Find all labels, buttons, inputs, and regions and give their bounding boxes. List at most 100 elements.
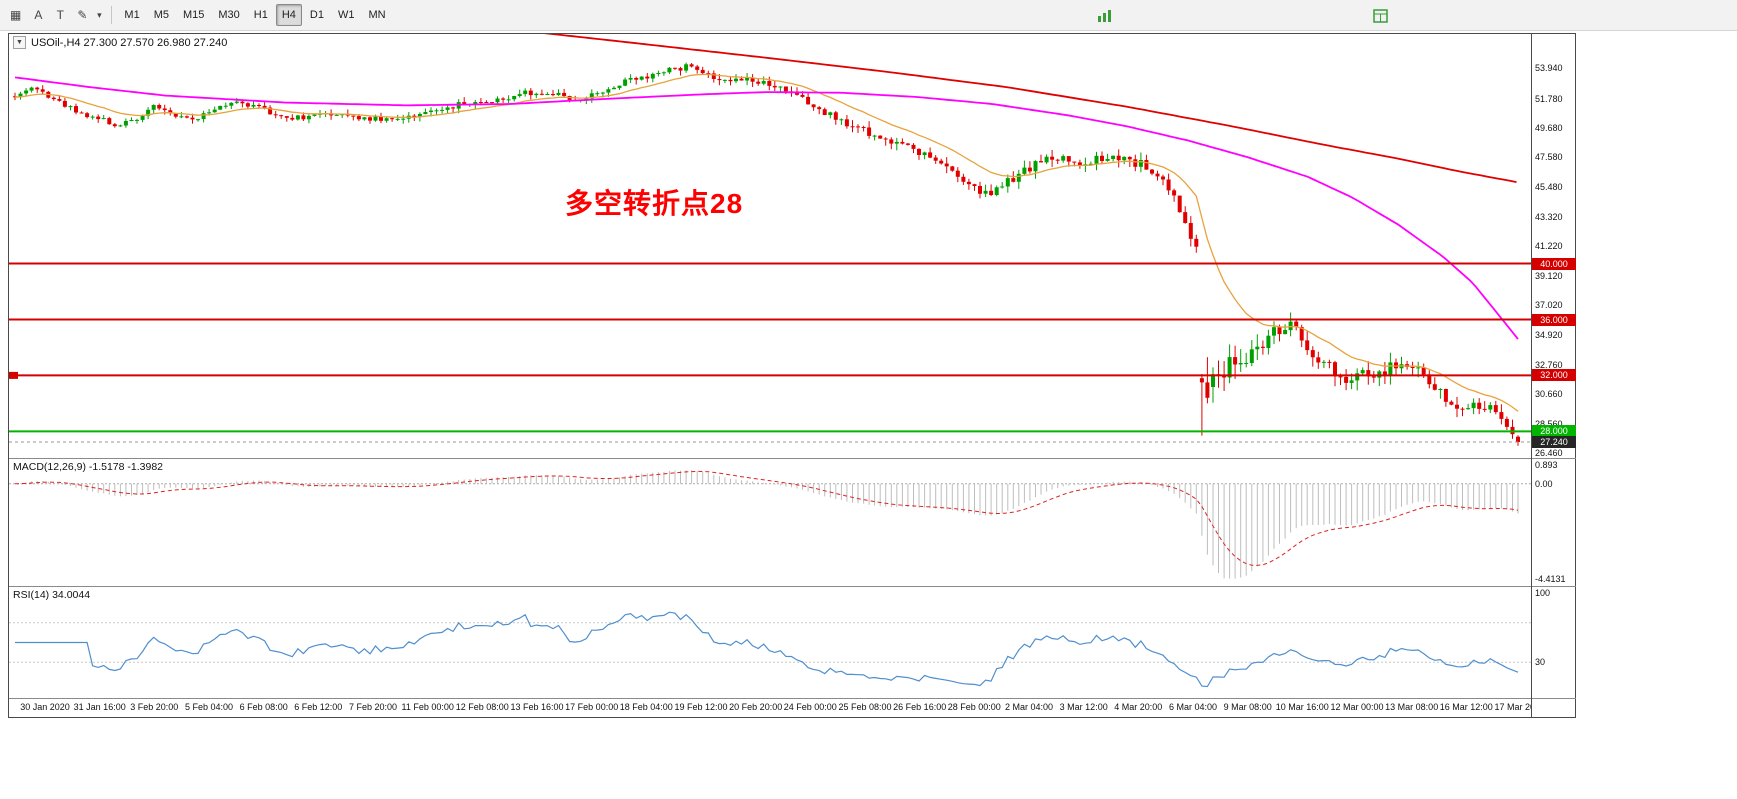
time-label: 3 Feb 20:00 xyxy=(130,702,179,712)
price-line-badge: 36.000 xyxy=(1532,313,1576,326)
ma-slow-line xyxy=(544,34,1517,183)
time-label: 19 Feb 12:00 xyxy=(674,702,728,712)
time-label: 7 Feb 20:00 xyxy=(348,702,398,712)
bar-chart-icon[interactable] xyxy=(1093,5,1117,27)
text-annotation-icon[interactable]: A xyxy=(34,8,43,22)
macd-signal-line xyxy=(14,470,1519,566)
top-toolbar: ▦ A T ✎ ▾ M1 M5 M15 M30 H1 H4 D1 W1 MN xyxy=(0,0,1737,31)
time-label: 4 Mar 20:00 xyxy=(1114,702,1163,712)
ma-fast-line xyxy=(14,73,1519,412)
draw-tool-icon[interactable]: ✎ xyxy=(77,8,88,22)
axis-panel-separator xyxy=(1532,458,1576,459)
time-label: 13 Feb 16:00 xyxy=(510,702,564,712)
price-tick: 53.940 xyxy=(1535,63,1563,74)
macd-chart-canvas[interactable] xyxy=(9,459,1531,586)
chart-title: ▼ USOil-,H4 27.300 27.570 26.980 27.240 xyxy=(13,36,227,49)
price-line-badge: 40.000 xyxy=(1532,257,1576,270)
time-label: 6 Feb 12:00 xyxy=(294,702,343,712)
rsi-tick: 100 xyxy=(1535,587,1551,598)
timeframe-D1[interactable]: D1 xyxy=(309,9,324,21)
price-chart-canvas[interactable] xyxy=(9,34,1531,458)
axis-panel-separator xyxy=(1532,698,1576,699)
timeframe-M5[interactable]: M5 xyxy=(153,9,169,21)
timeframe-MN[interactable]: MN xyxy=(368,9,386,21)
time-label: 31 Jan 16:00 xyxy=(73,702,126,712)
time-label: 6 Mar 04:00 xyxy=(1168,702,1218,712)
current-price-badge: 27.240 xyxy=(1532,436,1576,448)
h-line-anchor[interactable] xyxy=(9,371,18,379)
axis-panel-separator xyxy=(1532,586,1576,587)
rsi-panel[interactable]: RSI(14) 34.0044 xyxy=(9,587,1531,699)
time-label: 2 Mar 04:00 xyxy=(1004,702,1054,712)
time-label: 12 Feb 08:00 xyxy=(455,702,509,712)
report-grid-icon[interactable] xyxy=(1368,5,1392,27)
chart-window: ▼ USOil-,H4 27.300 27.570 26.980 27.240 … xyxy=(8,33,1576,718)
price-panel[interactable]: ▼ USOil-,H4 27.300 27.570 26.980 27.240 … xyxy=(9,34,1531,459)
price-tick: 47.580 xyxy=(1535,152,1563,163)
timeframe-M1[interactable]: M1 xyxy=(124,9,140,21)
chart-title-text: USOil-,H4 27.300 27.570 26.980 27.240 xyxy=(31,36,228,49)
macd-histogram xyxy=(20,470,1519,579)
candles xyxy=(13,62,1520,446)
plot-column: ▼ USOil-,H4 27.300 27.570 26.980 27.240 … xyxy=(9,34,1548,717)
timeframe-H1[interactable]: H1 xyxy=(253,9,268,21)
time-label: 3 Mar 12:00 xyxy=(1059,702,1108,712)
price-tick: 49.680 xyxy=(1535,123,1563,133)
time-label: 16 Mar 12:00 xyxy=(1439,702,1493,712)
timeframe-group: M1 M5 M15 M30 H1 H4 D1 W1 MN xyxy=(118,4,391,26)
text-tool-icon[interactable]: T xyxy=(56,8,65,22)
time-label: 10 Mar 16:00 xyxy=(1275,702,1329,712)
time-label: 5 Feb 04:00 xyxy=(184,702,234,712)
report-grid-icon-glyph xyxy=(1372,9,1388,23)
time-label: 26 Feb 16:00 xyxy=(893,702,947,712)
time-label: 20 Feb 20:00 xyxy=(729,702,783,712)
macd-title: MACD(12,26,9) -1.5178 -1.3982 xyxy=(13,461,163,473)
macd-tick: -4.4131 xyxy=(1535,573,1566,584)
time-label: 12 Mar 00:00 xyxy=(1330,702,1384,712)
time-label: 18 Feb 04:00 xyxy=(619,702,673,712)
rsi-line xyxy=(15,611,1519,688)
price-tick: 30.660 xyxy=(1535,389,1563,400)
price-tick: 37.020 xyxy=(1535,300,1563,311)
time-label: 11 Feb 00:00 xyxy=(401,702,454,712)
grid-icon[interactable]: ▦ xyxy=(10,8,22,22)
chart-annotation: 多空转折点28 xyxy=(565,188,744,219)
macd-tick: 0.893 xyxy=(1535,459,1558,470)
time-label: 25 Feb 08:00 xyxy=(838,702,892,712)
time-label: 9 Mar 08:00 xyxy=(1223,702,1272,712)
rsi-chart-canvas[interactable] xyxy=(9,587,1531,698)
price-tick: 41.220 xyxy=(1535,241,1563,252)
bar-chart-icon-glyph xyxy=(1098,10,1111,22)
time-label: 30 Jan 2020 xyxy=(20,702,70,712)
price-tick: 43.320 xyxy=(1535,212,1563,222)
price-tick: 28.560 xyxy=(1535,418,1563,429)
timeframe-M15[interactable]: M15 xyxy=(182,9,205,21)
price-tick: 39.120 xyxy=(1535,270,1563,281)
price-tick: 32.760 xyxy=(1535,359,1563,370)
rsi-title: RSI(14) 34.0044 xyxy=(13,589,91,601)
price-line-badge: 32.000 xyxy=(1532,369,1576,382)
time-label: 6 Feb 08:00 xyxy=(239,702,288,712)
price-tick: 26.460 xyxy=(1535,448,1563,458)
timeframe-W1[interactable]: W1 xyxy=(337,9,355,21)
time-label: 13 Mar 08:00 xyxy=(1385,702,1439,712)
time-axis[interactable]: 30 Jan 2020 31 Jan 16:00 3 Feb 20:00 5 Feb … xyxy=(9,699,1548,717)
price-tick: 51.780 xyxy=(1535,93,1563,104)
timeframe-H4[interactable]: H4 xyxy=(275,4,302,26)
price-line-badge: 28.000 xyxy=(1532,425,1576,438)
time-label: 28 Feb 00:00 xyxy=(947,702,1001,712)
timeframe-M30[interactable]: M30 xyxy=(218,9,240,21)
chevron-down-icon[interactable]: ▾ xyxy=(97,9,102,20)
rsi-tick: 30 xyxy=(1535,657,1546,668)
price-tick: 34.920 xyxy=(1535,329,1563,340)
macd-tick: 0.00 xyxy=(1535,478,1553,489)
time-label: 24 Feb 00:00 xyxy=(783,702,837,712)
time-label: 17 Feb 00:00 xyxy=(565,702,619,712)
time-label: 17 Mar 20:00 xyxy=(1494,702,1548,712)
collapse-icon[interactable]: ▼ xyxy=(13,36,26,49)
price-axis[interactable]: 53.940 51.780 49.680 47.580 45.480 43.320 41.2… xyxy=(1531,34,1576,717)
toolbar-separator xyxy=(111,6,113,24)
ma-mid-line xyxy=(14,76,1519,340)
price-tick: 45.480 xyxy=(1535,181,1563,192)
macd-panel[interactable]: MACD(12,26,9) -1.5178 -1.3982 xyxy=(9,459,1531,587)
